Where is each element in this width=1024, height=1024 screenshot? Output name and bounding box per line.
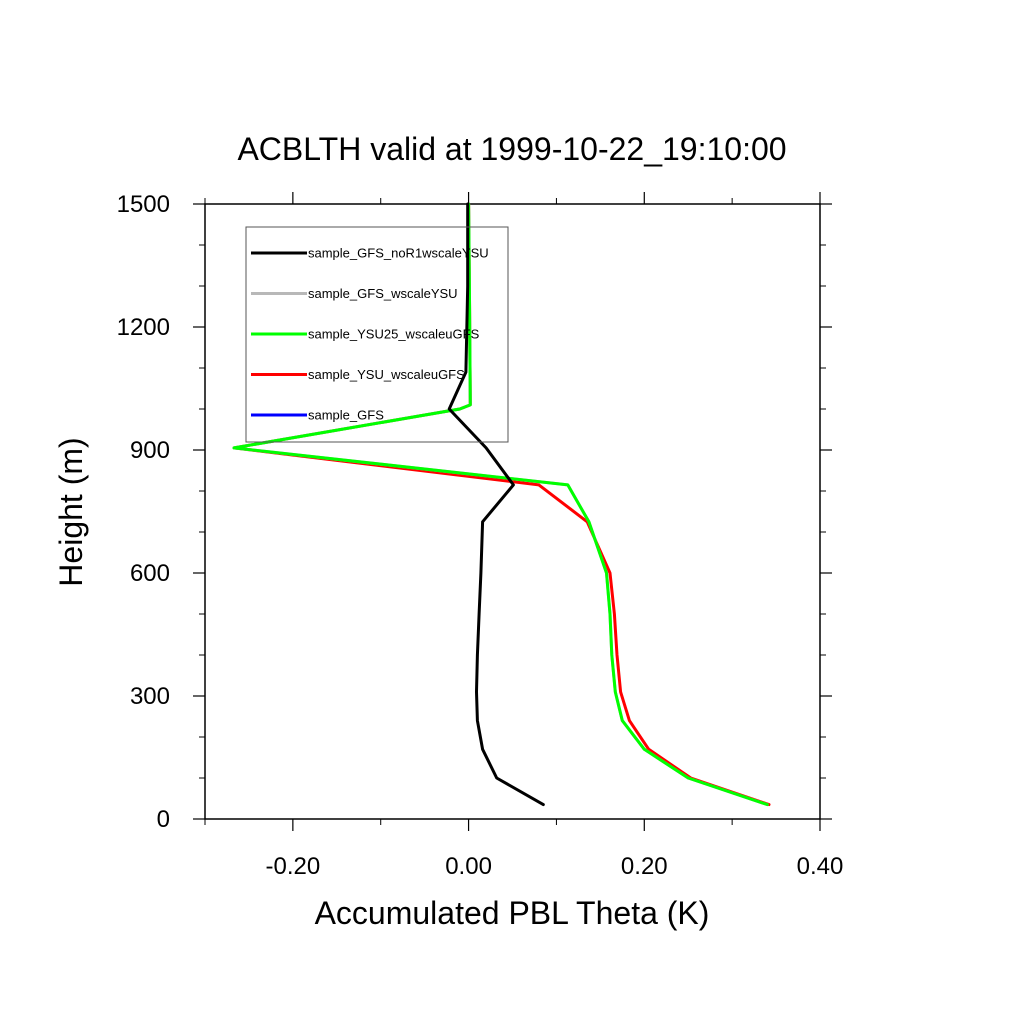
- legend-label: sample_YSU_wscaleuGFS: [308, 367, 465, 382]
- chart-title: ACBLTH valid at 1999-10-22_19:10:00: [237, 131, 786, 167]
- y-tick-label: 1500: [117, 191, 170, 218]
- series-line-sample_YSU25_wscaleuGFS: [232, 202, 769, 807]
- y-axis-label: Height (m): [53, 437, 89, 586]
- legend-label: sample_YSU25_wscaleuGFS: [308, 327, 480, 342]
- x-axis-label: Accumulated PBL Theta (K): [315, 895, 710, 931]
- y-tick-label: 0: [157, 806, 170, 833]
- y-tick-label: 300: [130, 683, 170, 710]
- legend-label: sample_GFS_noR1wscaleYSU: [308, 246, 489, 261]
- legend-box: [245, 226, 509, 443]
- x-tick-label: -0.20: [266, 853, 321, 880]
- legend: sample_GFS_noR1wscaleYSU sample_GFS_wscal…: [245, 226, 509, 443]
- x-tick-label: 0.20: [621, 853, 668, 880]
- y-tick-label: 600: [130, 560, 170, 587]
- legend-label: sample_GFS_wscaleYSU: [308, 286, 458, 301]
- legend-label: sample_GFS: [308, 408, 384, 423]
- x-tick-label: 0.40: [797, 853, 844, 880]
- y-tick-label: 900: [130, 437, 170, 464]
- x-tick-label: 0.00: [445, 853, 492, 880]
- plot-frame: [204, 203, 821, 820]
- series-line-sample_GFS_noR1wscaleYSU: [447, 202, 545, 807]
- tick-layer: -0.20 0.00 0.20 0.40 0 300 600 900 1200 1500: [117, 191, 844, 880]
- series-layer: [232, 202, 771, 807]
- y-tick-label: 1200: [117, 314, 170, 341]
